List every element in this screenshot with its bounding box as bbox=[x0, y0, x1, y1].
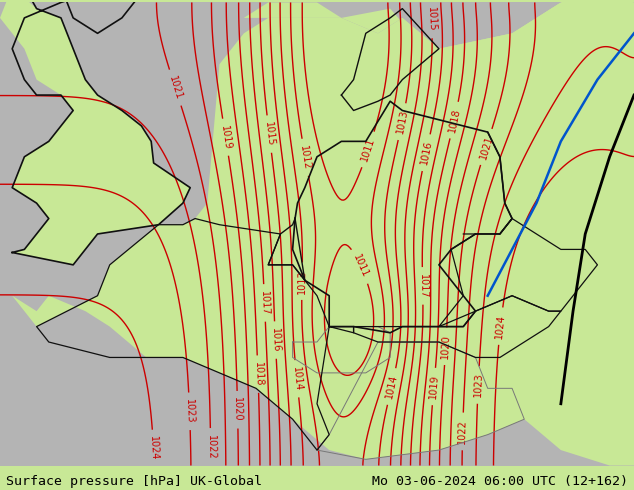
Text: 1011: 1011 bbox=[351, 253, 370, 279]
Text: 1011: 1011 bbox=[359, 136, 377, 163]
Polygon shape bbox=[244, 0, 634, 64]
Text: 1018: 1018 bbox=[252, 362, 263, 387]
Text: 1012: 1012 bbox=[298, 145, 312, 171]
Text: 1022: 1022 bbox=[205, 435, 216, 459]
Text: 1021: 1021 bbox=[167, 74, 184, 101]
Text: 1020: 1020 bbox=[440, 334, 451, 359]
Text: Surface pressure [hPa] UK-Global: Surface pressure [hPa] UK-Global bbox=[6, 474, 262, 488]
Text: 1015: 1015 bbox=[263, 122, 276, 147]
Text: 1023: 1023 bbox=[184, 399, 195, 424]
Text: 1015: 1015 bbox=[426, 7, 437, 32]
Polygon shape bbox=[0, 0, 190, 265]
Text: 1013: 1013 bbox=[297, 269, 307, 294]
Polygon shape bbox=[0, 0, 634, 466]
Text: 1013: 1013 bbox=[395, 109, 410, 135]
Text: 1021: 1021 bbox=[478, 134, 495, 160]
Text: 1020: 1020 bbox=[232, 397, 243, 422]
Text: 1022: 1022 bbox=[457, 419, 468, 444]
Text: 1016: 1016 bbox=[419, 140, 434, 166]
Text: Mo 03-06-2024 06:00 UTC (12+162): Mo 03-06-2024 06:00 UTC (12+162) bbox=[372, 474, 628, 488]
Text: 1014: 1014 bbox=[384, 373, 399, 399]
Text: 1018: 1018 bbox=[447, 107, 462, 133]
Text: 1024: 1024 bbox=[495, 314, 507, 339]
Text: 1024: 1024 bbox=[148, 436, 159, 461]
Text: 1019: 1019 bbox=[428, 374, 440, 399]
Text: 1017: 1017 bbox=[259, 291, 270, 316]
Text: 1014: 1014 bbox=[290, 366, 303, 392]
Text: 1017: 1017 bbox=[417, 273, 428, 298]
Text: 1019: 1019 bbox=[219, 124, 232, 150]
Text: 1016: 1016 bbox=[270, 328, 281, 352]
Text: 1023: 1023 bbox=[473, 372, 484, 397]
